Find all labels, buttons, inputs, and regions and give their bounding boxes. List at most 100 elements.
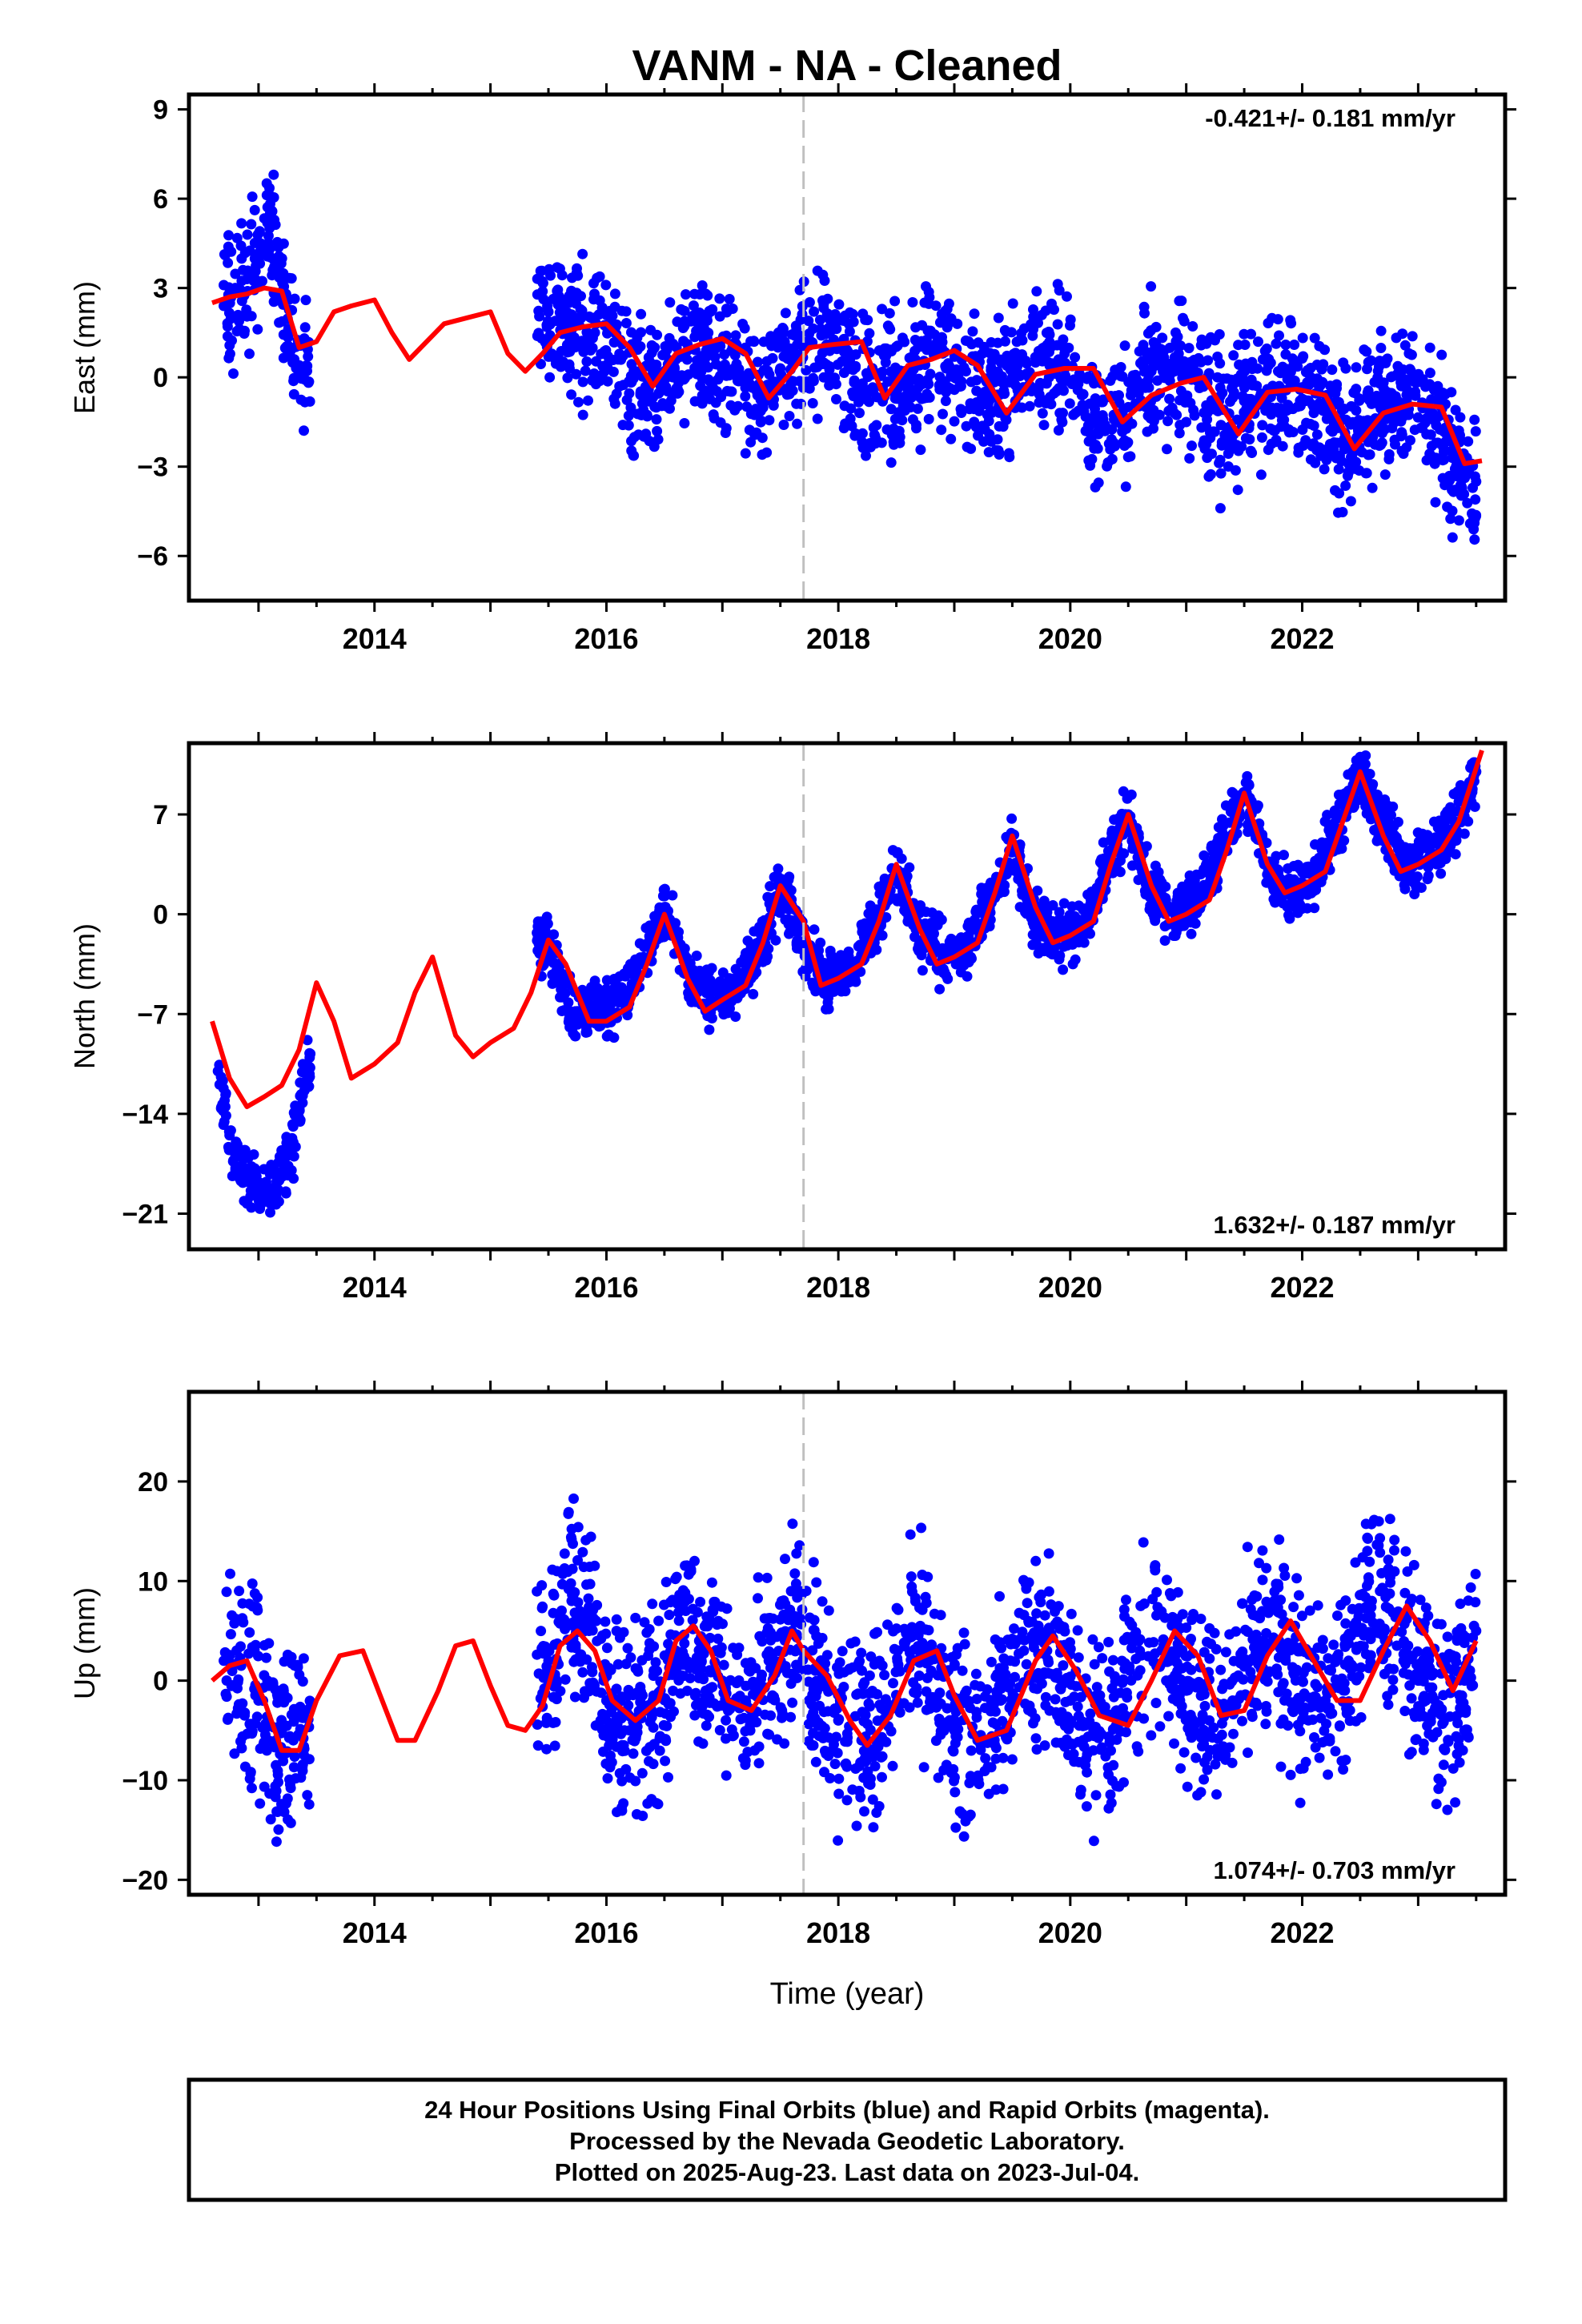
data-point [769,376,781,388]
data-point [1424,342,1435,353]
data-point [714,293,725,304]
up-points [219,1493,1482,1848]
data-point [1145,900,1156,911]
data-point [532,1719,543,1730]
data-point [761,356,773,367]
data-point [752,356,763,368]
data-point [239,1144,250,1156]
data-point [1297,424,1308,435]
data-point [1006,372,1018,383]
data-point [1159,935,1170,946]
data-point [1150,915,1161,927]
data-point [544,372,556,383]
data-point [964,404,975,415]
data-point [847,308,858,320]
data-point [721,423,732,434]
data-point [764,415,775,426]
data-point [652,425,663,436]
data-point [733,967,744,979]
data-point [1364,395,1375,406]
data-point [266,192,277,203]
data-point [223,230,234,241]
data-point [1166,402,1178,413]
data-point [962,921,974,932]
data-point [625,402,636,413]
data-point [911,423,921,434]
data-point [963,336,974,347]
data-point [1187,912,1199,923]
data-point [1150,321,1162,332]
data-point [543,306,554,317]
data-point [868,387,879,398]
data-point [1058,964,1069,975]
data-point [300,295,311,306]
data-point [215,1078,227,1089]
data-point [671,383,682,394]
data-point [1323,1769,1334,1780]
data-point [1039,1610,1050,1621]
data-point [1216,1718,1227,1729]
data-point [1191,1752,1202,1763]
data-point [791,1548,802,1559]
data-point [1052,319,1063,330]
data-point [1086,887,1097,897]
y-tick-label: −21 [122,1199,168,1229]
data-point [219,300,229,312]
data-point [1085,894,1096,905]
data-point [280,1188,291,1199]
data-point [534,311,545,322]
data-point [1114,866,1126,878]
data-point [1319,464,1330,475]
data-point [249,204,260,215]
data-point [536,275,548,287]
data-point [785,927,795,938]
data-point [1154,409,1165,420]
data-point [887,845,898,856]
data-point [1312,1600,1323,1611]
data-point [1054,408,1066,419]
data-point [999,324,1010,336]
data-point [874,888,885,899]
data-point [557,310,568,321]
data-point [843,951,854,962]
data-point [1333,396,1344,408]
data-point [1442,501,1453,513]
x-tick-label: 2016 [574,1271,638,1304]
data-point [847,387,858,398]
data-point [1436,349,1447,360]
data-point [992,337,1003,348]
data-point [1285,874,1296,885]
data-point [1470,494,1481,505]
data-point [1389,1545,1399,1556]
data-point [268,296,279,308]
data-point [288,376,299,387]
data-point [1097,396,1108,408]
data-point [1409,424,1420,436]
data-point [753,1572,764,1583]
data-point [970,421,982,432]
data-point [961,366,971,377]
data-point [885,366,897,377]
data-point [624,388,635,399]
data-point [652,329,663,340]
data-point [1040,398,1051,409]
data-point [1297,332,1308,344]
data-point [1383,448,1395,460]
data-point [1043,1548,1054,1559]
data-point [963,957,974,967]
data-point [1064,398,1075,409]
data-point [966,376,977,388]
data-point [230,268,241,279]
data-point [825,949,837,960]
data-point [576,305,588,316]
data-point [1186,928,1197,939]
data-point [591,983,602,995]
data-point [1333,507,1343,518]
data-point [889,296,901,307]
data-point [676,304,687,315]
data-point [549,1740,560,1751]
data-point [1189,358,1200,369]
data-point [1259,345,1271,356]
data-point [573,396,584,408]
